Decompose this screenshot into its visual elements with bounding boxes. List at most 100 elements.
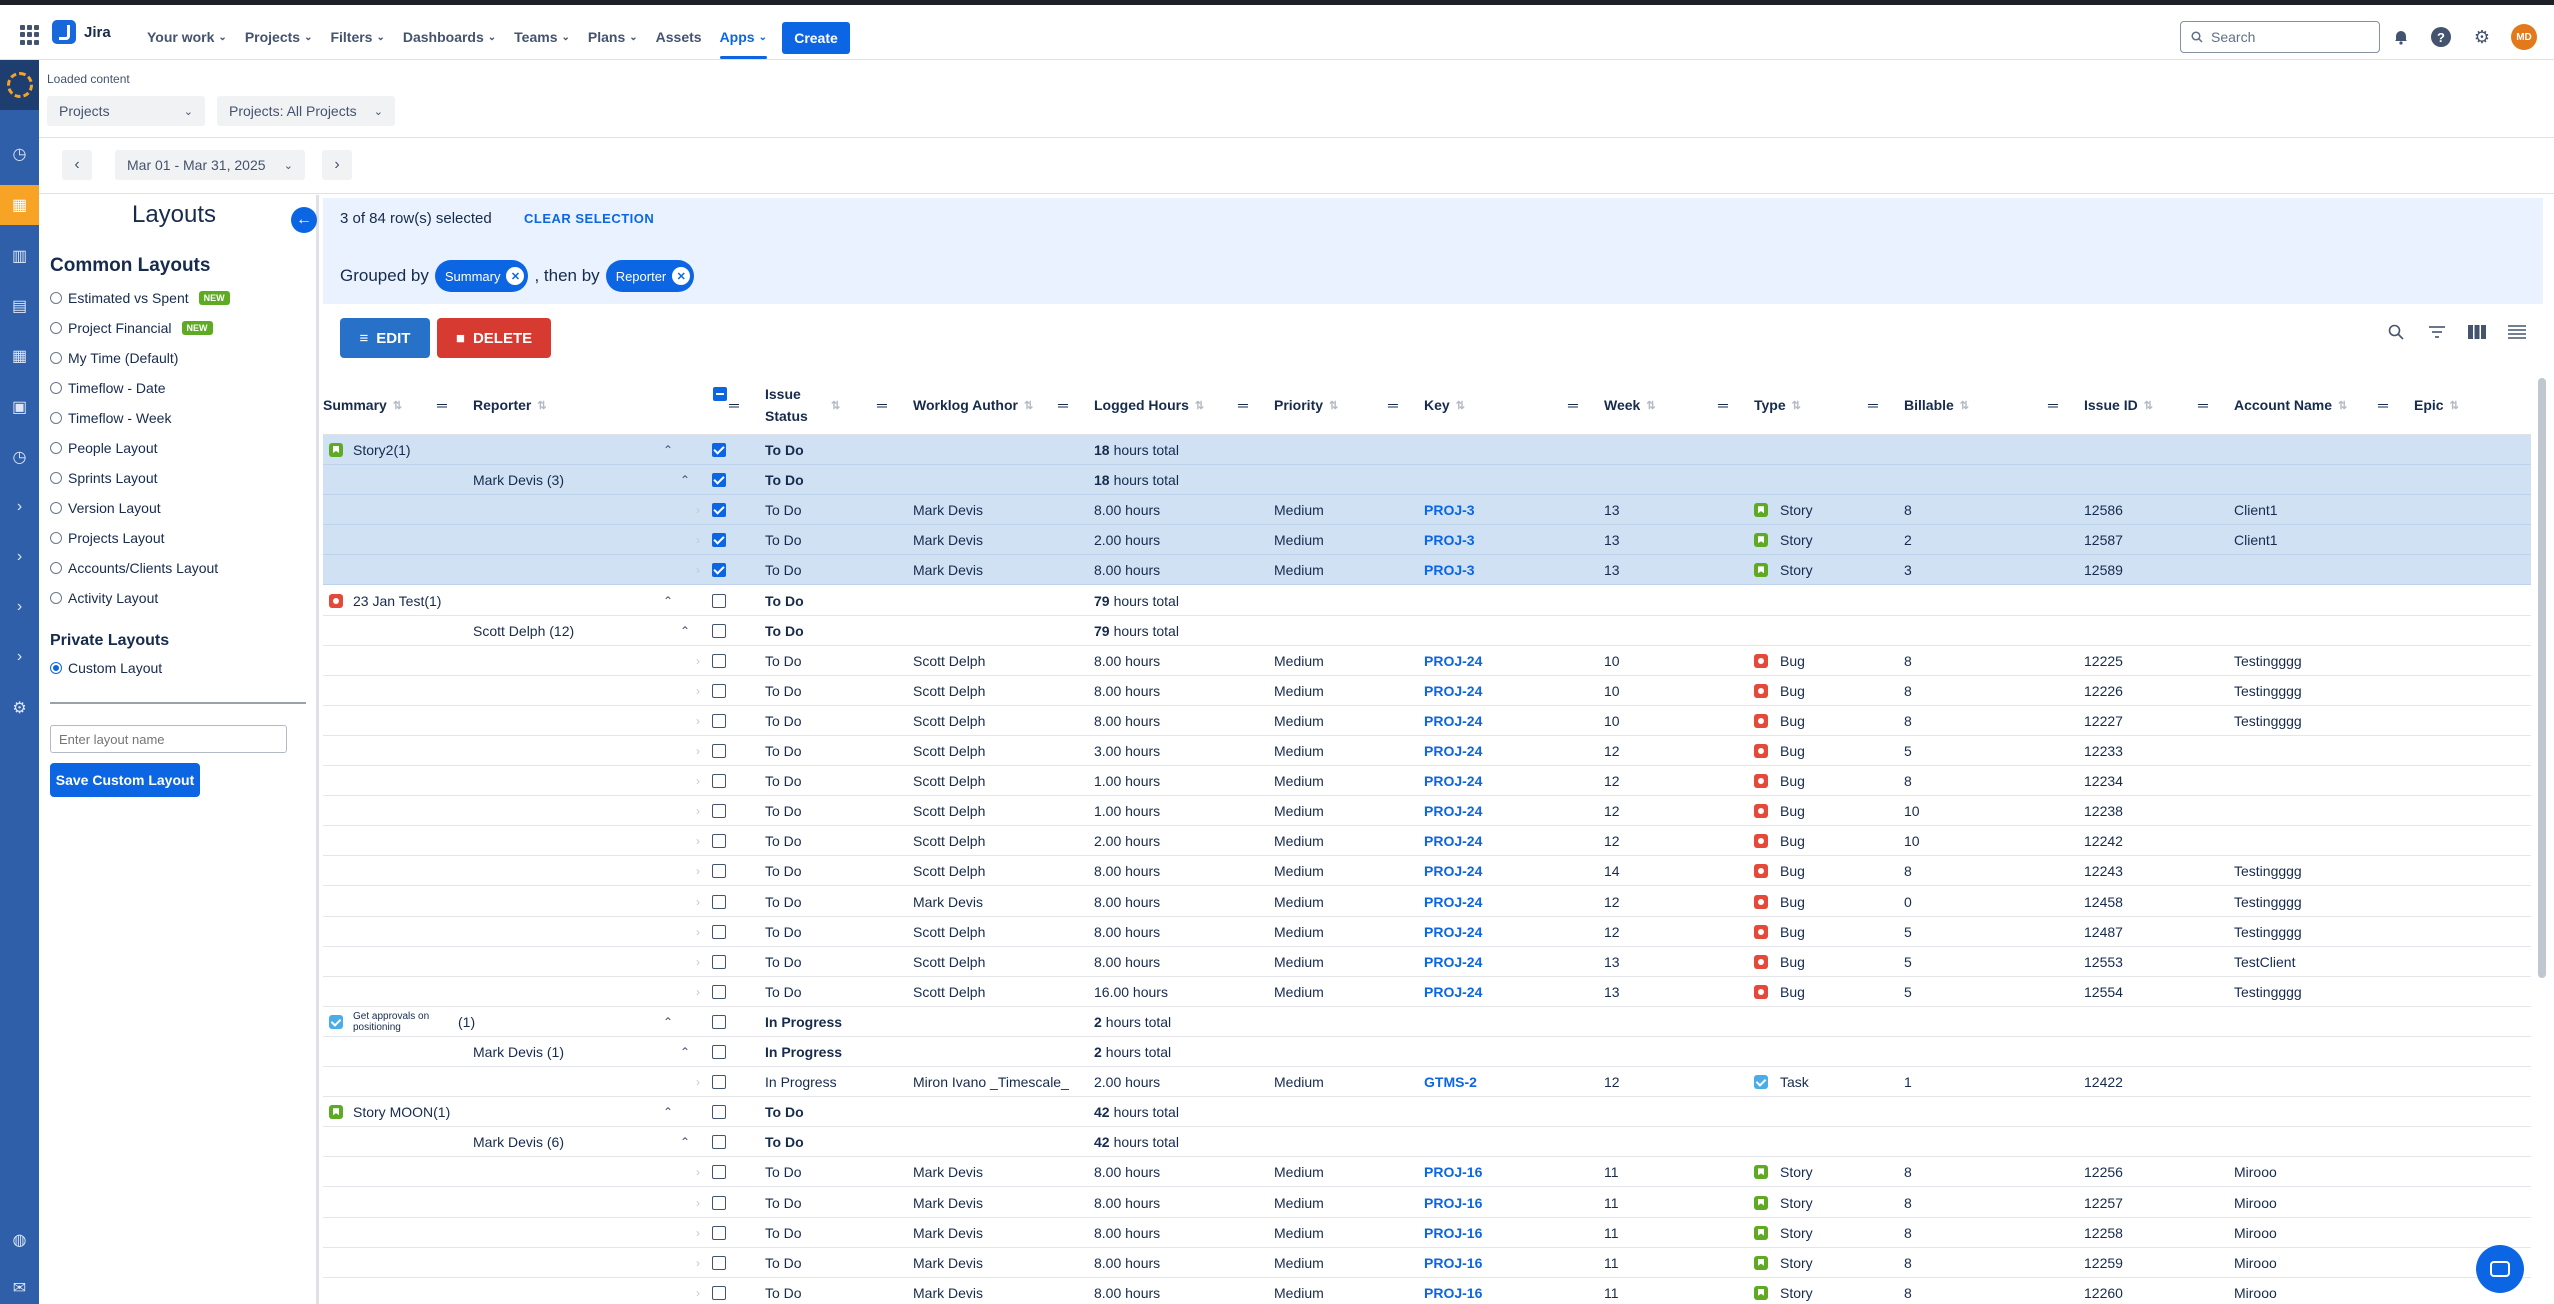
row-expand-icon[interactable]: › xyxy=(696,774,700,789)
collapse-caret-icon[interactable]: ⌃ xyxy=(663,1105,674,1120)
row-expand-icon[interactable]: › xyxy=(696,653,700,668)
layout-option[interactable]: Estimated vs Spent NEW xyxy=(50,290,230,306)
table-row[interactable]: › To Do Mark Devis 8.00 hours Medium PROJ-16 1… xyxy=(323,1248,2531,1278)
column-header-logged-hours[interactable]: Logged Hours ⇅ xyxy=(1094,375,1244,435)
sort-icon[interactable]: ⇅ xyxy=(1194,399,1205,412)
nav-dashboards[interactable]: Dashboards ⌄ xyxy=(394,15,505,59)
column-header-week[interactable]: Week ⇅ xyxy=(1604,375,1724,435)
table-row[interactable]: › To Do Scott Delph 1.00 hours Medium PROJ-24… xyxy=(323,766,2531,797)
group-chip-reporter[interactable]: Reporter ✕ xyxy=(605,260,695,292)
row-checkbox[interactable] xyxy=(712,894,726,909)
issue-key-link[interactable]: PROJ-24 xyxy=(1424,863,1483,880)
row-checkbox[interactable] xyxy=(712,683,726,698)
row-checkbox[interactable] xyxy=(712,1105,726,1120)
row-expand-icon[interactable]: › xyxy=(696,1075,700,1090)
nav-assets[interactable]: Assets xyxy=(647,15,711,59)
column-menu-icon[interactable]: ═ xyxy=(2378,397,2388,413)
sort-icon[interactable]: ⇅ xyxy=(537,399,547,412)
collapse-caret-icon[interactable]: ⌃ xyxy=(680,1135,691,1150)
layout-name-input[interactable] xyxy=(50,725,287,753)
radio-button[interactable] xyxy=(50,472,62,484)
edit-button[interactable]: ≡ EDIT xyxy=(340,318,430,358)
layout-option[interactable]: Activity Layout xyxy=(50,590,158,606)
column-menu-icon[interactable]: ═ xyxy=(877,397,887,413)
row-expand-icon[interactable]: › xyxy=(696,954,700,969)
previous-period-button[interactable]: ‹ xyxy=(62,150,92,180)
column-header-worklog-author[interactable]: Worklog Author ⇅ xyxy=(913,375,1073,435)
issue-key-link[interactable]: PROJ-24 xyxy=(1424,712,1483,729)
columns-icon[interactable]: ▥ xyxy=(11,248,28,265)
date-range-picker[interactable]: Mar 01 - Mar 31, 2025 ⌄ xyxy=(115,150,305,180)
row-checkbox[interactable] xyxy=(712,503,726,518)
row-checkbox[interactable] xyxy=(712,563,726,578)
layout-option[interactable]: Projects Layout xyxy=(50,530,165,546)
issue-key-link[interactable]: PROJ-24 xyxy=(1424,893,1483,910)
row-checkbox[interactable] xyxy=(712,984,726,999)
layout-option[interactable]: Timeflow - Week xyxy=(50,410,171,426)
table-row[interactable]: › To Do Scott Delph 2.00 hours Medium PROJ-24… xyxy=(323,826,2531,857)
row-checkbox[interactable] xyxy=(712,1014,726,1029)
table-row[interactable]: › To Do Mark Devis 8.00 hours Medium PROJ-16 1… xyxy=(323,1157,2531,1188)
app-switcher-icon[interactable] xyxy=(20,25,40,45)
column-header-priority[interactable]: Priority ⇅ xyxy=(1274,375,1374,435)
issue-key-link[interactable]: GTMS-2 xyxy=(1424,1074,1477,1091)
row-expand-icon[interactable]: › xyxy=(696,924,700,939)
issue-key-link[interactable]: PROJ-3 xyxy=(1424,502,1475,519)
row-checkbox[interactable] xyxy=(712,533,726,548)
table-row[interactable]: › To Do Scott Delph 3.00 hours Medium PROJ-24… xyxy=(323,736,2531,766)
sort-icon[interactable]: ⇅ xyxy=(1791,399,1801,412)
row-checkbox[interactable] xyxy=(712,774,726,789)
column-header-issue-status[interactable]: Issue Status ⇅ xyxy=(765,375,855,435)
group-row[interactable]: Story2(1) ⌃ To Do 18 hours total xyxy=(323,435,2531,465)
filter-icon[interactable] xyxy=(2425,320,2449,344)
group-row[interactable]: 23 Jan Test(1) ⌃ To Do 79 hours total xyxy=(323,586,2531,616)
row-checkbox[interactable] xyxy=(712,443,726,457)
clear-selection-button[interactable]: CLEAR SELECTION xyxy=(524,211,655,226)
sort-icon[interactable]: ⇅ xyxy=(831,399,841,412)
row-expand-icon[interactable]: › xyxy=(696,1285,700,1300)
projects-dropdown[interactable]: Projects ⌄ xyxy=(47,96,205,126)
row-expand-icon[interactable]: › xyxy=(696,683,700,698)
issue-key-link[interactable]: PROJ-16 xyxy=(1424,1194,1483,1211)
column-menu-icon[interactable]: ═ xyxy=(2048,397,2058,413)
search-icon[interactable] xyxy=(2384,320,2408,344)
row-expand-icon[interactable]: › xyxy=(696,713,700,728)
group-chip-summary[interactable]: Summary ✕ xyxy=(434,260,529,292)
expand-chevron-icon[interactable]: › xyxy=(16,498,23,515)
row-checkbox[interactable] xyxy=(712,864,726,879)
mail-icon[interactable]: ✉ xyxy=(12,1280,27,1297)
column-menu-icon[interactable]: ═ xyxy=(1568,397,1578,413)
nav-your-work[interactable]: Your work ⌄ xyxy=(138,15,236,59)
column-menu-icon[interactable]: ═ xyxy=(2198,397,2208,413)
row-expand-icon[interactable]: › xyxy=(696,834,700,849)
sort-icon[interactable]: ⇅ xyxy=(392,399,403,412)
expand-chevron-icon[interactable]: › xyxy=(16,648,23,665)
row-expand-icon[interactable]: › xyxy=(696,864,700,879)
issue-key-link[interactable]: PROJ-24 xyxy=(1424,743,1483,759)
issue-key-link[interactable]: PROJ-24 xyxy=(1424,652,1483,669)
collapse-caret-icon[interactable]: ⌃ xyxy=(680,623,691,638)
row-expand-icon[interactable]: › xyxy=(696,533,700,548)
delete-button[interactable]: ■ DELETE xyxy=(437,318,551,358)
layout-option[interactable]: Accounts/Clients Layout xyxy=(50,560,218,576)
issue-key-link[interactable]: PROJ-3 xyxy=(1424,562,1475,579)
sort-icon[interactable]: ⇅ xyxy=(1455,399,1465,412)
list-icon[interactable]: ▤ xyxy=(11,298,28,315)
globe-icon[interactable]: ◍ xyxy=(12,1232,27,1249)
layout-option[interactable]: Sprints Layout xyxy=(50,470,158,486)
table-row[interactable]: › To Do Mark Devis 8.00 hours Medium PROJ-16 1… xyxy=(323,1188,2531,1218)
vertical-scrollbar[interactable] xyxy=(2538,378,2546,978)
chat-support-icon[interactable] xyxy=(2476,1245,2524,1293)
row-checkbox[interactable] xyxy=(712,1135,726,1150)
row-checkbox[interactable] xyxy=(712,623,726,638)
sort-icon[interactable]: ⇅ xyxy=(1646,399,1656,412)
nav-projects[interactable]: Projects ⌄ xyxy=(236,15,322,59)
column-header-summary[interactable]: Summary ⇅ xyxy=(323,375,453,435)
row-checkbox[interactable] xyxy=(712,1225,726,1240)
issue-key-link[interactable]: PROJ-24 xyxy=(1424,953,1483,970)
create-button[interactable]: Create xyxy=(782,22,850,54)
layout-option[interactable]: Custom Layout xyxy=(50,660,162,676)
subgroup-row[interactable]: Scott Delph (12) ⌃ To Do 79 hours total xyxy=(323,616,2531,646)
collapse-caret-icon[interactable]: ⌃ xyxy=(663,1014,674,1029)
issue-key-link[interactable]: PROJ-3 xyxy=(1424,532,1475,549)
